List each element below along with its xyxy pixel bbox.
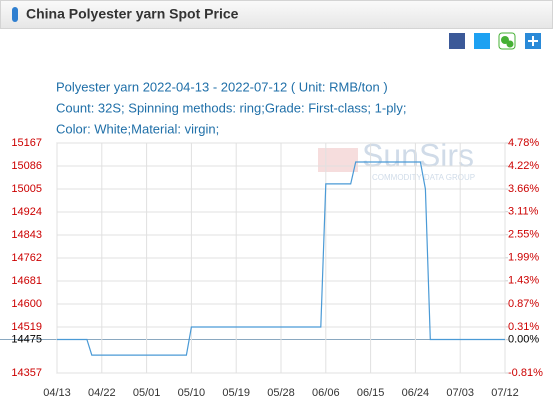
header-icon <box>12 7 18 22</box>
x-tick-label: 05/10 <box>178 387 206 399</box>
y2-tick-label: 0.00% <box>508 334 539 346</box>
y-tick-label: 15167 <box>11 137 42 149</box>
header-title: China Polyester yarn Spot Price <box>26 6 239 22</box>
x-tick-label: 05/01 <box>133 387 161 399</box>
facebook-icon[interactable] <box>449 33 465 49</box>
y-tick-label: 14681 <box>11 275 42 287</box>
x-tick-label: 05/28 <box>267 387 295 399</box>
y-tick-label: 15086 <box>11 160 42 172</box>
header-bar <box>0 0 553 29</box>
y2-tick-label: 4.22% <box>508 160 539 172</box>
y-tick-label: 15005 <box>11 183 42 195</box>
x-tick-label: 04/22 <box>88 387 116 399</box>
x-tick-label: 06/15 <box>357 387 385 399</box>
chart-subtitle: Color: White;Material: virgin; <box>56 121 219 136</box>
y2-tick-label: 3.66% <box>508 183 539 195</box>
y-tick-label: 14357 <box>11 367 42 379</box>
share-icons <box>449 32 541 50</box>
y-tick-label: 14924 <box>11 206 42 218</box>
x-tick-label: 04/13 <box>43 387 71 399</box>
y-tick-label: 14519 <box>11 321 42 333</box>
y2-tick-label: 1.99% <box>508 252 539 264</box>
x-tick-label: 06/06 <box>312 387 340 399</box>
price-line <box>57 161 505 356</box>
chart-subtitle: Count: 32S; Spinning methods: ring;Grade… <box>56 100 406 115</box>
y-tick-label: 14762 <box>11 252 42 264</box>
y2-tick-label: 3.11% <box>508 206 539 218</box>
y2-tick-label: 4.78% <box>508 137 539 149</box>
y2-tick-label: -0.81% <box>508 367 543 379</box>
chart-title: Polyester yarn 2022-04-13 - 2022-07-12 (… <box>56 79 388 94</box>
twitter-icon[interactable] <box>474 33 490 49</box>
x-tick-label: 07/03 <box>446 387 474 399</box>
watermark: SunSirs COMMODITY DATA GROUP <box>318 137 475 182</box>
x-tick-label: 05/19 <box>222 387 250 399</box>
y2-tick-label: 1.43% <box>508 275 539 287</box>
x-tick-label: 07/12 <box>491 387 519 399</box>
y2-tick-label: 0.87% <box>508 298 539 310</box>
baseline-label: 14475 <box>11 333 42 345</box>
y2-tick-label: 2.55% <box>508 229 539 241</box>
x-tick-label: 06/24 <box>402 387 430 399</box>
y-tick-label: 14600 <box>11 298 42 310</box>
y2-tick-label: 0.31% <box>508 321 539 333</box>
y-tick-label: 14843 <box>11 229 42 241</box>
